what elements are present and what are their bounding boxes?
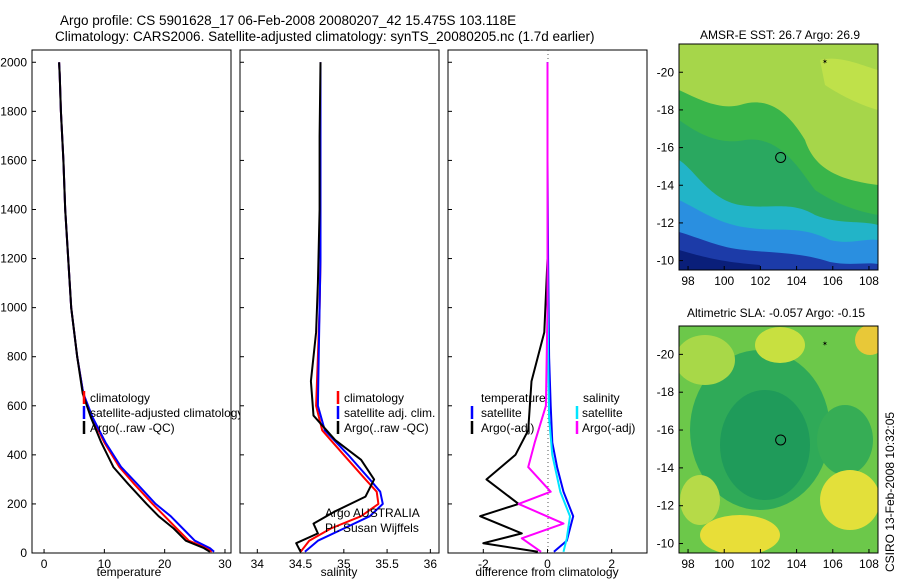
temperature-ytick-label: 800 (7, 350, 27, 364)
salinity-legend-climatology: climatology (344, 391, 404, 405)
temperature-series-2 (58, 62, 211, 553)
sst-map-title: AMSR-E SST: 26.7 Argo: 26.9 (700, 28, 860, 42)
sst-map-ytick-label: -12 (657, 216, 675, 230)
difference-legend-temp-header: temperature (481, 391, 546, 405)
salinity-xtick-label: 35 (337, 557, 351, 571)
temperature-ytick-label: 2000 (0, 55, 27, 69)
sst-map-xtick-label: 100 (714, 274, 734, 288)
temperature-xlabel: temperature (97, 565, 162, 579)
sst-map-float-label-icon: ✶ (822, 58, 828, 66)
temperature-legend-satellite: satellite-adjusted climatology (90, 406, 243, 420)
sla-map-argo-location-marker (775, 434, 787, 446)
temperature-ytick-label: 400 (7, 448, 27, 462)
temperature-legend: climatology satellite-adjusted climatolo… (82, 391, 243, 435)
temperature-panel: 0 10 20 30 0 200 400 600 800 1000 1200 1400 1600 1800… (0, 49, 243, 579)
salinity-xtick-label: 34.5 (289, 557, 313, 571)
sla-map-xtick-label: 108 (859, 557, 879, 571)
sst-map-ytick-label: -14 (657, 178, 675, 192)
sst-map-xtick-label: 108 (859, 274, 879, 288)
sla-map-xtick-label: 104 (787, 557, 807, 571)
sst-map-panel: AMSR-E SST: 26.7 Argo: 26.9 98 100 102 104 1… (657, 28, 880, 288)
sst-map-ytick-label: -20 (657, 65, 675, 79)
figure-title-line2: Climatology: CARS2006. Satellite-adjuste… (55, 29, 595, 44)
sst-map-ytick-label: -10 (657, 254, 675, 268)
temperature-ytick-label: 1400 (0, 202, 27, 216)
sst-map-image (679, 44, 878, 270)
salinity-xtick-label: 34 (251, 557, 265, 571)
temperature-xtick-label: 30 (218, 557, 232, 571)
salinity-legend-argo: Argo(..raw -QC) (344, 421, 429, 435)
sla-map-ytick-label: -14 (657, 461, 675, 475)
temperature-ytick-label: 200 (7, 497, 27, 511)
salinity-xtick-label: 35.5 (375, 557, 399, 571)
sla-map-xtick-label: 100 (714, 557, 734, 571)
sla-map-frame (678, 325, 879, 554)
sst-map-frame (678, 43, 879, 271)
temperature-xtick-label: 10 (98, 557, 112, 571)
salinity-xtick-label: 36 (424, 557, 438, 571)
sst-map-argo-location-marker (775, 151, 787, 163)
difference-xlabel: difference from climatology (475, 565, 618, 579)
salinity-panel: 34 34.5 35 35.5 36 salinity climatology sate… (239, 49, 440, 579)
salinity-series-1 (304, 62, 384, 553)
difference-legend-sal-satellite: satellite (582, 406, 623, 420)
sst-map-ytick-label: -16 (657, 141, 675, 155)
sst-map-xtick-label: 106 (823, 274, 843, 288)
temperature-legend-climatology: climatology (90, 391, 150, 405)
temperature-ytick-label: 1000 (0, 301, 27, 315)
difference-legend-temp-argo: Argo(-adj) (481, 421, 534, 435)
sla-map-xtick-label: 106 (823, 557, 843, 571)
temperature-ytick-label: 1600 (0, 153, 27, 167)
difference-xtick-label: 2 (608, 557, 615, 571)
temperature-xtick-label: 20 (158, 557, 172, 571)
sla-map-ytick-label: -10 (657, 537, 675, 551)
sla-map-panel: Altimetric SLA: -0.057 Argo: -0.15 98 100… (657, 306, 880, 571)
salinity-legend: climatology satellite adj. clim. Argo(..… (336, 391, 435, 435)
temperature-ytick-label: 1200 (0, 252, 27, 266)
sla-map-xtick-label: 98 (681, 557, 695, 571)
salinity-legend-satellite: satellite adj. clim. (344, 406, 435, 420)
difference-legend-sal-argo: Argo(-adj) (582, 421, 635, 435)
difference-series-3 (517, 62, 565, 553)
salinity-xlabel: salinity (321, 565, 358, 579)
sla-map-ytick-label: -12 (657, 499, 675, 513)
temperature-legend-argo: Argo(..raw -QC) (90, 421, 175, 435)
difference-series-1 (479, 62, 549, 553)
sla-map-float-label-icon: ✶ (822, 340, 828, 348)
sla-map-xtick-label: 102 (750, 557, 770, 571)
sla-map-title: Altimetric SLA: -0.057 Argo: -0.15 (687, 306, 865, 320)
difference-xtick-label: -2 (478, 557, 489, 571)
difference-xtick-label: 0 (544, 557, 551, 571)
salinity-annotation-pi: PI: Susan Wijffels (325, 521, 419, 535)
sst-map-ytick-label: -18 (657, 103, 675, 117)
sla-map-ytick-label: -20 (657, 347, 675, 361)
temperature-axes-frame (31, 49, 232, 554)
sla-map-ytick-label: -18 (657, 385, 675, 399)
difference-legend-sal-header: salinity (583, 391, 620, 405)
figure-title-line1: Argo profile: CS 5901628_17 06-Feb-2008 … (60, 13, 517, 28)
temperature-xtick-label: 0 (41, 557, 48, 571)
temperature-ytick-label: 600 (7, 399, 27, 413)
sla-map-ytick-label: -16 (657, 423, 675, 437)
sst-map-xtick-label: 104 (787, 274, 807, 288)
difference-panel: -2 0 2 difference from climatology tempera… (447, 49, 648, 579)
temperature-ytick-label: 1800 (0, 104, 27, 118)
salinity-annotation-program: Argo AUSTRALIA (325, 506, 420, 520)
temperature-ytick-label: 0 (20, 546, 27, 560)
sst-map-xtick-label: 102 (750, 274, 770, 288)
sst-map-xtick-label: 98 (681, 274, 695, 288)
difference-legend-temp-satellite: satellite (481, 406, 522, 420)
salinity-axes-frame (239, 49, 440, 554)
sla-map-image (679, 326, 878, 553)
salinity-series-2 (295, 62, 376, 553)
difference-legend: temperature salinity satellite Argo(-adj… (470, 391, 635, 435)
